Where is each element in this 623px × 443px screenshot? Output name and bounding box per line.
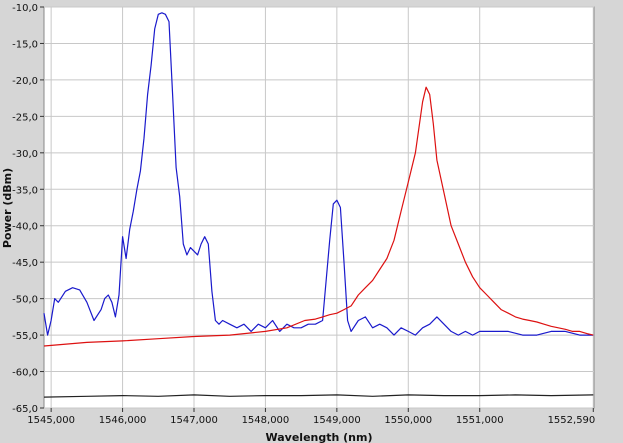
x-tick-label: 1548,000 xyxy=(242,415,290,426)
x-tick-label: 1549,000 xyxy=(313,415,361,426)
x-tick-label: 1546,000 xyxy=(99,415,147,426)
y-tick-label: -10,0 xyxy=(12,3,38,14)
series-line-3 xyxy=(43,394,594,398)
y-tick-label: -35,0 xyxy=(12,185,38,196)
y-tick-label: -65,0 xyxy=(12,404,38,415)
y-tick-label: -20,0 xyxy=(12,76,38,87)
series-lines xyxy=(43,12,594,398)
y-tick-label: -40,0 xyxy=(12,222,38,233)
x-tick-label: 1551,000 xyxy=(456,415,504,426)
x-tick-label: 1550,000 xyxy=(384,415,432,426)
grid-lines xyxy=(44,6,594,409)
y-tick-label: -15,0 xyxy=(12,39,38,50)
x-tick-label: 1552,590 xyxy=(548,415,596,426)
y-tick-label: -30,0 xyxy=(12,149,38,160)
x-axis-ticks: 1545,000 1546,000 1547,000 1548,000 1549,000… xyxy=(27,408,595,426)
y-axis-ticks: -10,0 -15,0 -20,0 -25,0 -30,0 -35,0 -40,0 -45,0… xyxy=(12,3,44,415)
x-axis-title: Wavelength (nm) xyxy=(266,431,373,443)
y-tick-label: -55,0 xyxy=(12,331,38,342)
x-tick-label: 1547,000 xyxy=(170,415,218,426)
x-tick-label: 1545,000 xyxy=(27,415,75,426)
plot-area xyxy=(43,6,595,409)
y-tick-label: -25,0 xyxy=(12,112,38,123)
series-line-1 xyxy=(43,12,594,336)
y-tick-label: -60,0 xyxy=(12,368,38,379)
y-tick-label: -45,0 xyxy=(12,258,38,269)
series-line-2 xyxy=(43,86,594,347)
y-axis-title: Power (dBm) xyxy=(1,168,14,248)
y-tick-label: -50,0 xyxy=(12,295,38,306)
